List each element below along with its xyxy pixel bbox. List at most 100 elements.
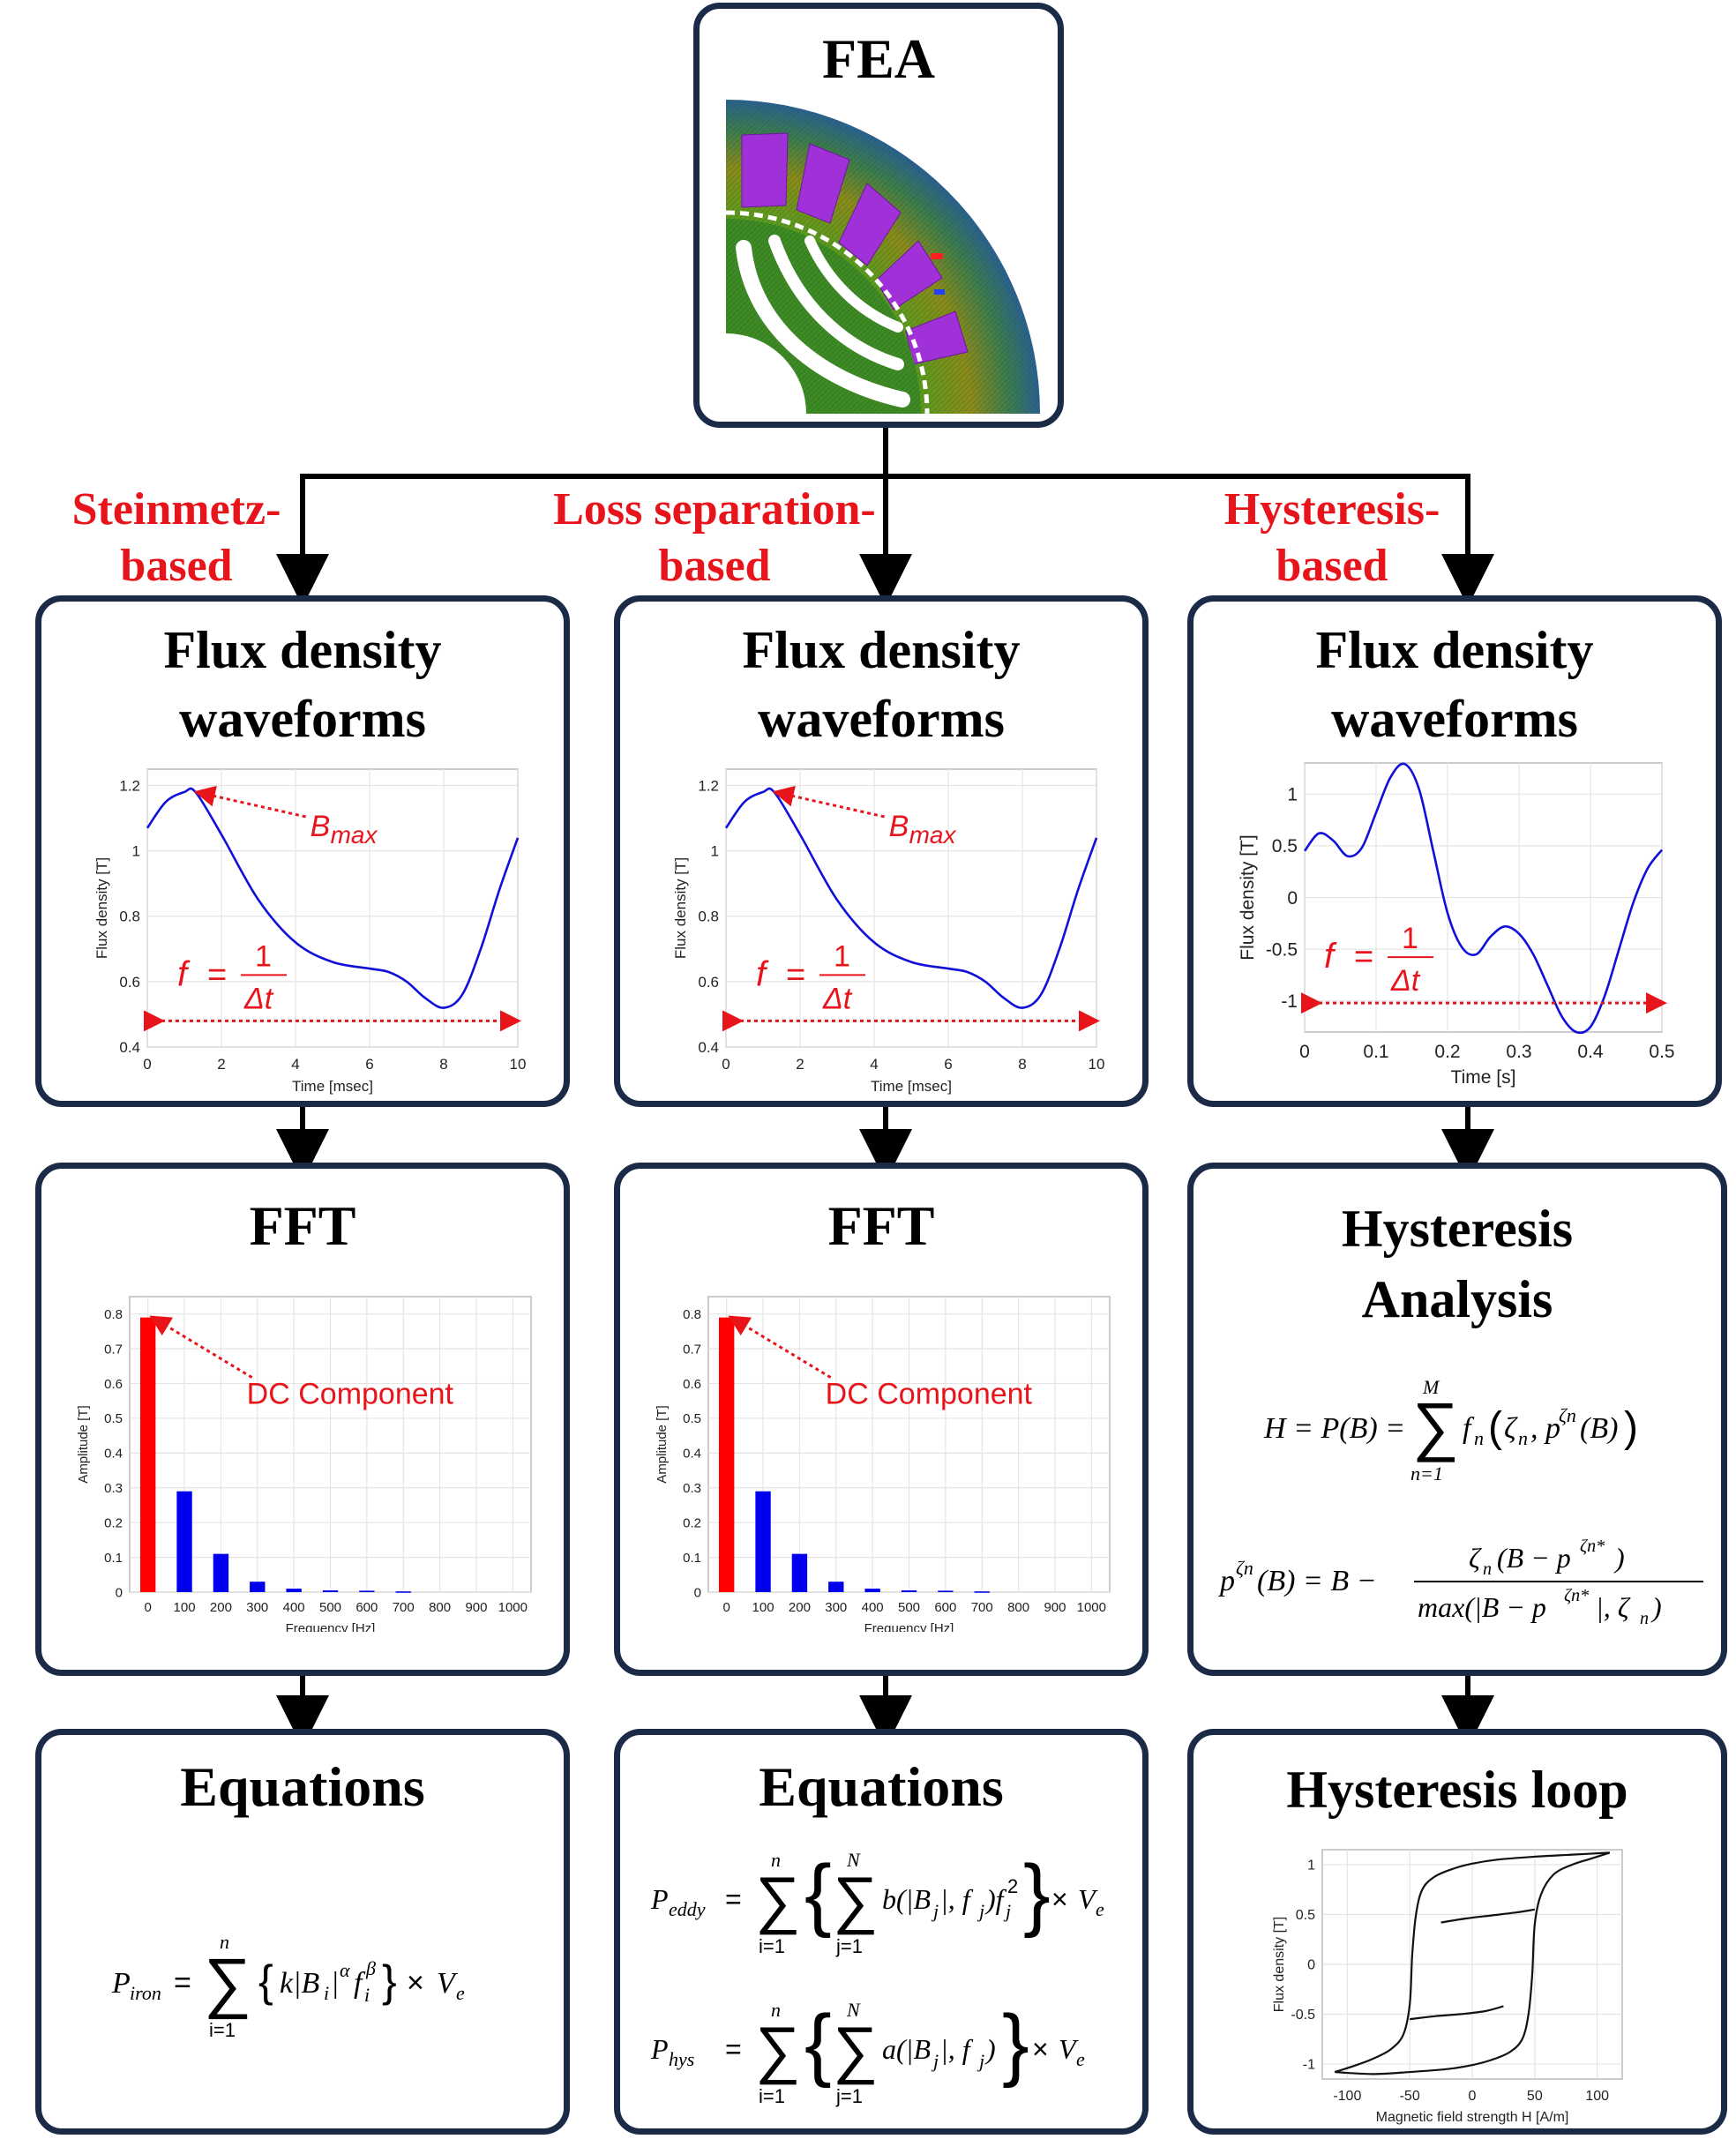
y-tick-label: 0.4 [683, 1447, 701, 1462]
bmax-subscript: max [909, 821, 957, 849]
equations-box-loss-separation: Equations P eddy = ∑ n i=1 { ∑ N j=1 b(|… [614, 1729, 1149, 2135]
fft-bar [176, 1491, 192, 1592]
bmax-subscript: max [331, 821, 378, 849]
svg-text:max(|B − p: max(|B − p [1418, 1591, 1546, 1623]
svg-text:n: n [1474, 1427, 1484, 1449]
equations-box-steinmetz: Equations P iron = ∑ n i=1 { k|B i | α f… [35, 1729, 570, 2135]
svg-text:P: P [650, 1883, 669, 1915]
svg-text:k|B: k|B [280, 1967, 319, 2000]
y-tick-label: -0.5 [1291, 2008, 1315, 2023]
y-tick-label: 1 [132, 843, 140, 860]
freq-equals: = [786, 956, 805, 993]
x-tick-label: 1000 [498, 1600, 528, 1615]
approach-label-line1: Steinmetz- [71, 484, 281, 535]
svg-text:=: = [725, 1883, 742, 1915]
approach-label-line1: Loss separation- [553, 484, 876, 535]
hysteresis-play-operator-equation: p ζn (B) = B − ζ n (B − p ζn* ) max(|B −… [1218, 1537, 1703, 1628]
x-tick-label: 100 [174, 1600, 196, 1615]
waveform-title-line2: waveforms [758, 690, 1005, 748]
svg-text:∑: ∑ [755, 1865, 800, 1935]
fea-title: FEA [822, 27, 935, 90]
x-axis-label: Time [msec] [292, 1078, 373, 1095]
x-tick-label: 800 [1007, 1600, 1029, 1615]
x-tick-label: 700 [393, 1600, 415, 1615]
x-tick-label: 1000 [1077, 1600, 1106, 1615]
svg-text:P: P [111, 1967, 131, 2000]
y-tick-label: -1 [1281, 991, 1298, 1012]
dc-component-label: DC Component [826, 1378, 1033, 1411]
hysteresis-analysis-title-line2: Analysis [1361, 1270, 1553, 1328]
x-tick-label: 0.1 [1363, 1042, 1388, 1062]
svg-text:|, f: |, f [940, 1883, 974, 1915]
y-tick-label: 1 [1287, 785, 1298, 805]
flux-waveform-chart: -1 -0.5 0 0.5 1 0 0.1 0.2 0.3 0.4 0.5 Time [s] Flux … [1238, 762, 1675, 1088]
fft-bar-chart: 0 0.1 0.2 0.3 0.4 0.5 0.6 0.7 0.8 Frequency [Hz] A… [655, 1296, 1111, 1632]
x-axis-label: Magnetic field strength H [A/m] [1376, 2110, 1569, 2125]
hysteresis-loop-box: Hysteresis loop -1 -0.5 0 0.5 1 -100 -50 0 50 100… [1187, 1729, 1727, 2135]
x-tick-label: 800 [429, 1600, 451, 1615]
x-tick-label: -100 [1333, 2089, 1361, 2104]
y-axis-label: Flux density [T] [672, 857, 689, 959]
fft-bar-chart: 0 0.1 0.2 0.3 0.4 0.5 0.6 0.7 0.8 Frequency [Hz] A… [77, 1296, 532, 1632]
svg-text:n: n [771, 1849, 781, 1871]
bmax-arrow [772, 785, 885, 819]
y-tick-label: 0.6 [683, 1377, 701, 1392]
x-tick-label: 10 [510, 1056, 527, 1073]
freq-equals: = [1354, 939, 1373, 976]
svg-text:2: 2 [1007, 1875, 1018, 1897]
y-tick-label: 0.5 [1272, 836, 1298, 856]
y-tick-label: 0.8 [698, 909, 719, 925]
approach-label-loss-separation: Loss separation- based [520, 482, 909, 595]
svg-text:i: i [364, 1984, 370, 2006]
y-tick-label: 1 [1307, 1859, 1315, 1873]
waveform-box-loss-separation: Flux density waveforms 0.4 0.6 0.8 1 1.2 0 2 4 6… [614, 595, 1149, 1107]
x-tick-label: 0 [1299, 1042, 1310, 1062]
svg-text:(B − p: (B − p [1497, 1542, 1571, 1574]
approach-label-hysteresis: Hysteresis- based [1195, 482, 1469, 595]
fft-bar [791, 1553, 808, 1592]
y-tick-label: 1.2 [698, 777, 719, 794]
waveform-title-line2: waveforms [179, 690, 426, 748]
fea-box: FEA [693, 3, 1064, 428]
freq-denominator: Δt [243, 982, 274, 1015]
svg-text:ζ: ζ [1469, 1542, 1482, 1574]
waveform-box-hysteresis: Flux density waveforms -1 -0.5 0 0.5 1 0 0.1 0.… [1187, 595, 1722, 1107]
waveform-title-line1: Flux density [163, 621, 442, 679]
freq-denominator: Δt [822, 982, 853, 1015]
hysteresis-loop-branch [1440, 1908, 1536, 1924]
y-tick-label: 0.3 [683, 1481, 701, 1496]
y-tick-label: 0.2 [683, 1515, 701, 1530]
svg-text:ζn: ζn [1236, 1557, 1253, 1579]
x-tick-label: 100 [752, 1600, 774, 1615]
svg-text:, p: , p [1530, 1412, 1560, 1445]
svg-text:)f: )f [984, 1883, 1007, 1915]
svg-text:×: × [1032, 2033, 1049, 2065]
fft-bar [901, 1590, 917, 1592]
svg-text:): ) [1650, 1591, 1662, 1623]
svg-text:∑: ∑ [833, 1865, 878, 1935]
y-tick-label: 0.1 [683, 1551, 701, 1566]
y-tick-label: 1.2 [119, 777, 140, 794]
y-tick-label: 0.7 [683, 1342, 701, 1357]
svg-text:ζ: ζ [1504, 1412, 1518, 1445]
x-axis-label: Frequency [Hz] [864, 1621, 954, 1632]
x-tick-label: 0.4 [1577, 1042, 1604, 1062]
x-tick-label: 200 [789, 1600, 811, 1615]
hysteresis-loop-branch [1335, 1851, 1611, 2075]
fft-bar [974, 1591, 990, 1593]
svg-text:a(|B: a(|B [882, 2033, 931, 2065]
svg-text:V: V [1059, 2033, 1079, 2065]
x-tick-label: 600 [355, 1600, 378, 1615]
waveform-series-line [146, 787, 520, 1009]
y-tick-label: 0 [116, 1585, 123, 1600]
svg-text:∑: ∑ [204, 1945, 251, 2020]
y-tick-label: 1 [711, 843, 719, 860]
fft-bar [828, 1582, 844, 1592]
freq-equals: = [207, 956, 227, 993]
x-tick-label: 6 [365, 1056, 373, 1073]
y-tick-label: 0 [1307, 1958, 1315, 1973]
svg-text:β: β [365, 1957, 376, 1979]
x-tick-label: 0 [722, 1056, 730, 1073]
dc-component-label: DC Component [247, 1378, 454, 1411]
x-tick-label: 4 [870, 1056, 878, 1073]
